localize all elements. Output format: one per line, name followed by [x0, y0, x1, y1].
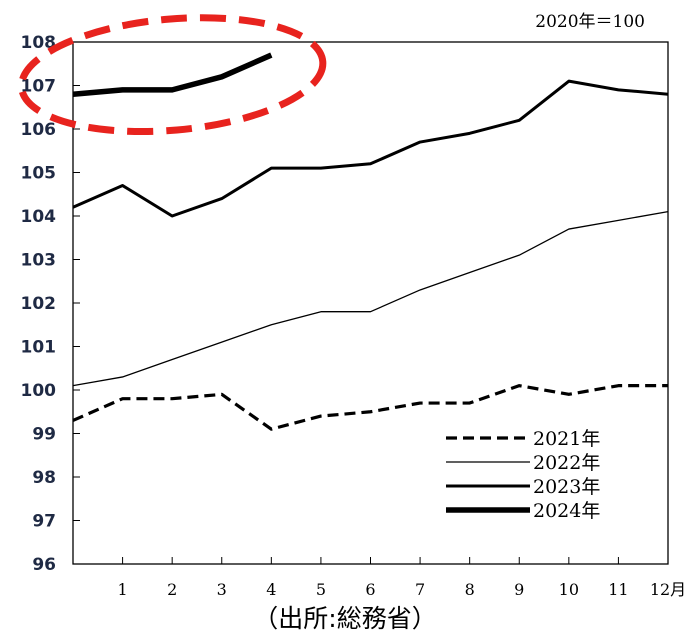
x-tick-label: 1 — [117, 580, 127, 599]
y-tick-label: 100 — [21, 381, 57, 401]
x-tick-label: 5 — [316, 580, 326, 599]
y-tick-label: 101 — [21, 338, 57, 358]
x-tick-label: 10 — [559, 580, 579, 599]
legend-label: 2024年 — [533, 500, 600, 522]
x-tick-label: 7 — [415, 580, 425, 599]
y-tick-label: 98 — [32, 468, 56, 488]
x-tick-label: 11 — [608, 580, 628, 599]
series-line-2021年 — [72, 384, 668, 431]
x-axis-ticks: 1 2 3 4 5 6 7 8 9 10 11 12月 — [117, 557, 686, 599]
y-tick-label: 96 — [32, 555, 56, 575]
y-tick-label: 105 — [21, 164, 57, 184]
y-tick-label: 106 — [21, 120, 57, 140]
x-tick-label: 8 — [465, 580, 475, 599]
series-line-2023年 — [72, 79, 669, 218]
y-tick-label: 108 — [21, 33, 57, 53]
y-tick-label: 102 — [21, 294, 57, 314]
legend-label: 2021年 — [533, 428, 600, 450]
y-tick-label: 104 — [21, 207, 57, 227]
base-year-note: 2020年＝100 — [535, 12, 645, 32]
series-layer — [72, 52, 669, 431]
x-tick-label: 2 — [167, 580, 177, 599]
y-tick-label: 97 — [32, 512, 56, 532]
plot-frame — [72, 41, 669, 565]
x-tick-label: 9 — [514, 580, 524, 599]
source-note: （出所:総務省） — [253, 604, 437, 633]
series-line-2024年 — [72, 52, 273, 97]
y-tick-label: 103 — [21, 251, 57, 271]
series-line-2022年 — [72, 211, 669, 387]
y-tick-label: 99 — [32, 425, 56, 445]
x-tick-label: 4 — [266, 580, 276, 599]
y-tick-label: 107 — [21, 77, 57, 97]
x-tick-label: 6 — [365, 580, 375, 599]
legend-label: 2023年 — [533, 476, 600, 498]
y-axis-ticks: 96 97 98 99 100 101 102 103 104 105 106 107 108 — [21, 33, 80, 575]
x-tick-label: 3 — [217, 580, 227, 599]
legend-label: 2022年 — [533, 452, 600, 474]
highlight-ellipse — [17, 14, 327, 136]
x-tick-label: 12月 — [650, 580, 686, 599]
